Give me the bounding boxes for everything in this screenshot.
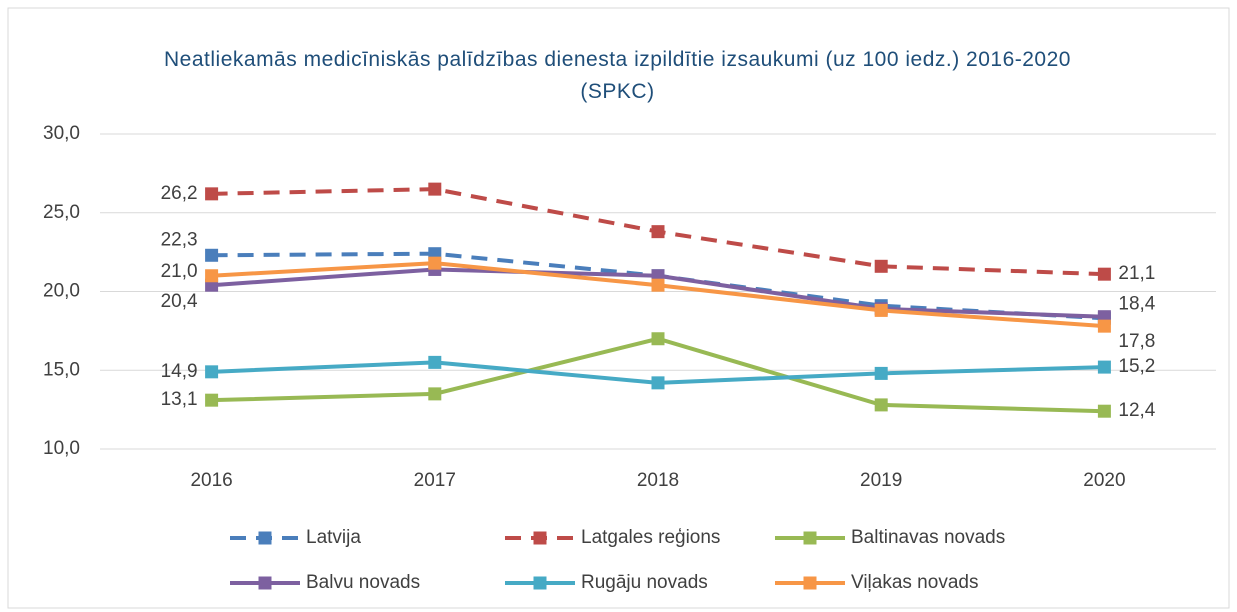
x-tick-label: 2019 bbox=[860, 470, 902, 491]
data-point bbox=[428, 256, 442, 270]
y-tick-label: 10,0 bbox=[43, 438, 80, 459]
data-label: 21,0 bbox=[161, 261, 198, 282]
legend-label: Baltinavas novads bbox=[851, 527, 1005, 548]
data-point bbox=[205, 365, 219, 379]
legend-marker bbox=[533, 576, 547, 590]
data-point bbox=[428, 182, 442, 196]
data-point bbox=[205, 393, 219, 407]
x-tick-label: 2016 bbox=[190, 470, 232, 491]
data-point bbox=[1097, 267, 1111, 281]
data-point bbox=[1097, 319, 1111, 333]
data-label: 14,9 bbox=[161, 361, 198, 382]
y-tick-label: 25,0 bbox=[43, 202, 80, 223]
data-point bbox=[874, 398, 888, 412]
y-tick-label: 15,0 bbox=[43, 359, 80, 380]
legend-label: Latvija bbox=[306, 527, 361, 548]
data-point bbox=[205, 269, 219, 283]
data-point bbox=[874, 259, 888, 273]
chart-title: Neatliekamās medicīniskās palīdzības die… bbox=[164, 48, 1071, 103]
x-tick-label: 2018 bbox=[637, 470, 679, 491]
data-point bbox=[651, 376, 665, 390]
chart-border bbox=[7, 7, 1230, 609]
data-point bbox=[428, 387, 442, 401]
legend-label: Balvu novads bbox=[306, 572, 420, 593]
legend-marker bbox=[258, 531, 272, 545]
x-tick-label: 2017 bbox=[414, 470, 456, 491]
data-label: 17,8 bbox=[1118, 331, 1155, 352]
legend-marker bbox=[258, 576, 272, 590]
legend-label: Latgales reģions bbox=[581, 527, 720, 548]
data-point bbox=[428, 355, 442, 369]
data-point bbox=[651, 225, 665, 239]
data-label: 18,4 bbox=[1118, 294, 1155, 315]
legend-marker bbox=[533, 531, 547, 545]
data-point bbox=[1097, 360, 1111, 374]
data-label: 15,2 bbox=[1118, 356, 1155, 377]
legend-marker bbox=[803, 576, 817, 590]
series-line bbox=[211, 336, 1105, 414]
y-tick-label: 20,0 bbox=[43, 281, 80, 302]
legend-marker bbox=[803, 531, 817, 545]
data-label: 20,4 bbox=[161, 291, 198, 312]
data-point bbox=[651, 278, 665, 292]
data-label: 22,3 bbox=[161, 229, 198, 250]
data-label: 26,2 bbox=[161, 183, 198, 204]
data-point bbox=[1097, 404, 1111, 418]
x-tick-label: 2020 bbox=[1083, 470, 1125, 491]
data-point bbox=[205, 248, 219, 262]
data-point bbox=[874, 366, 888, 380]
legend-label: Viļakas novads bbox=[851, 572, 978, 593]
data-point bbox=[874, 303, 888, 317]
y-tick-label: 30,0 bbox=[43, 123, 80, 144]
data-label: 13,1 bbox=[161, 389, 198, 410]
data-label: 12,4 bbox=[1118, 400, 1155, 421]
legend-label: Rugāju novads bbox=[581, 572, 708, 593]
data-point bbox=[205, 187, 219, 201]
data-point bbox=[651, 332, 665, 346]
data-label: 21,1 bbox=[1118, 263, 1155, 284]
